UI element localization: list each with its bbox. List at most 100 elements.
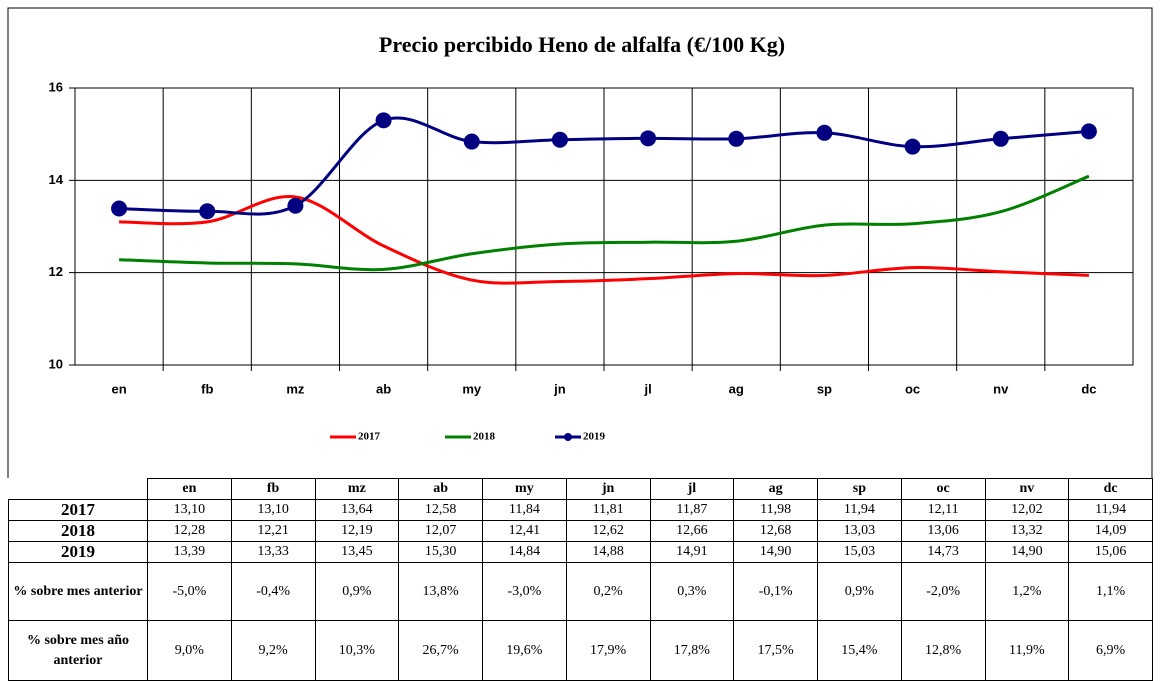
x-tick-label: jn [553, 381, 566, 396]
table-cell: 9,0% [147, 620, 232, 681]
header-cell: nv [984, 478, 1070, 500]
table-cell: 0,9% [314, 562, 400, 621]
table-cell: 13,10 [230, 499, 316, 521]
table-cell: 13,32 [984, 520, 1070, 542]
series-marker [199, 203, 216, 220]
header-row: en fb mz ab my jn jl ag sp oc nv dc [8, 478, 1153, 500]
table-cell: 12,41 [482, 520, 567, 542]
table-cell: -2,0% [900, 562, 986, 621]
series-marker [463, 133, 480, 150]
series-line [119, 174, 1090, 272]
x-tick-label: fb [201, 381, 213, 396]
table-cell: 11,94 [1068, 499, 1153, 521]
header-cell: dc [1068, 478, 1153, 500]
table-cell: 17,5% [733, 620, 818, 681]
table-cell: 11,98 [733, 499, 818, 521]
series-line [119, 195, 1089, 285]
table-cell: 13,03 [817, 520, 902, 542]
table-cell: 9,2% [230, 620, 316, 681]
table-cell: 15,4% [817, 620, 902, 681]
x-tick-label: my [462, 381, 482, 396]
x-tick-label: dc [1081, 381, 1096, 396]
table-cell: 17,8% [649, 620, 735, 681]
table-cell: 11,81 [565, 499, 651, 521]
table-cell: 12,68 [733, 520, 818, 542]
x-tick-label: nv [993, 381, 1009, 396]
table-cell: 12,19 [314, 520, 400, 542]
header-cell: en [147, 478, 232, 500]
series-marker [111, 200, 128, 217]
table-row: % sobre mes año anterior 9,0% 9,2% 10,3% 26,… [8, 620, 1153, 681]
table-row: 2017 13,10 13,10 13,64 12,58 11,84 11,81 11,87 1… [8, 499, 1153, 521]
table-cell: 14,88 [565, 541, 651, 563]
header-cell: sp [817, 478, 902, 500]
table-cell: 13,33 [230, 541, 316, 563]
table-cell: 12,11 [900, 499, 986, 521]
chart-frame [7, 7, 1153, 478]
table-cell: 12,58 [398, 499, 483, 521]
series-marker [287, 197, 304, 214]
header-cell: fb [230, 478, 316, 500]
table-cell: 12,62 [565, 520, 651, 542]
legend-label: 2018 [473, 431, 496, 443]
table-cell: 13,39 [147, 541, 232, 563]
table-cell: 26,7% [398, 620, 483, 681]
table-row: 2018 12,28 12,21 12,19 12,07 12,41 12,62 12,66 1… [8, 520, 1153, 542]
table-cell: 11,94 [817, 499, 902, 521]
table-cell: 17,9% [565, 620, 651, 681]
table-cell: 6,9% [1068, 620, 1153, 681]
table-cell: 10,3% [314, 620, 400, 681]
table-cell: 0,2% [565, 562, 651, 621]
series-marker [551, 131, 568, 148]
x-tick-label: en [111, 381, 126, 396]
series-marker [375, 112, 392, 129]
table-cell: -0,4% [230, 562, 316, 621]
series-marker [728, 130, 745, 147]
table-cell: 14,90 [733, 541, 818, 563]
header-cell: jn [565, 478, 651, 500]
row-label: 2019 [8, 541, 148, 563]
chart-title: Precio percibido Heno de alfalfa (€/100 … [379, 32, 785, 57]
chart: Precio percibido Heno de alfalfa (€/100 … [7, 7, 1153, 478]
table-cell: 14,91 [649, 541, 735, 563]
row-label: 2018 [8, 520, 148, 542]
table-cell: 13,10 [147, 499, 232, 521]
table-cell: 0,3% [649, 562, 735, 621]
table-cell: 14,09 [1068, 520, 1153, 542]
x-tick-label: sp [817, 381, 832, 396]
row-label: 2017 [8, 499, 148, 521]
table-cell: 12,28 [147, 520, 232, 542]
row-label: % sobre mes año anterior [8, 620, 148, 681]
table-cell: 11,87 [649, 499, 735, 521]
y-tick-label: 14 [49, 172, 64, 187]
row-label: % sobre mes anterior [8, 562, 148, 621]
corner-cell [8, 478, 148, 500]
table-cell: 14,73 [900, 541, 986, 563]
table-cell: 12,66 [649, 520, 735, 542]
table-cell: 14,90 [984, 541, 1070, 563]
table-cell: -5,0% [147, 562, 232, 621]
series-marker [904, 138, 921, 155]
table-cell: 13,8% [398, 562, 483, 621]
legend-label: 2017 [358, 431, 381, 443]
data-table: en fb mz ab my jn jl ag sp oc nv dc 2017 13,10 13,10 13… [8, 478, 1153, 681]
table-cell: 19,6% [482, 620, 567, 681]
header-cell: ab [398, 478, 483, 500]
header-cell: jl [649, 478, 735, 500]
header-cell: my [482, 478, 567, 500]
table-cell: 12,02 [984, 499, 1070, 521]
table-cell: 14,84 [482, 541, 567, 563]
series-marker [992, 130, 1009, 147]
x-tick-label: mz [286, 381, 305, 396]
series-marker [1080, 123, 1097, 140]
table-cell: 15,06 [1068, 541, 1153, 563]
table-cell: -3,0% [482, 562, 567, 621]
series-marker [816, 124, 833, 141]
table-cell: 11,9% [984, 620, 1070, 681]
table-row: % sobre mes anterior -5,0% -0,4% 0,9% 13,8% -… [8, 562, 1153, 621]
x-tick-label: ab [376, 381, 391, 396]
table-cell: -0,1% [733, 562, 818, 621]
header-cell: oc [900, 478, 986, 500]
y-tick-label: 10 [49, 356, 63, 371]
